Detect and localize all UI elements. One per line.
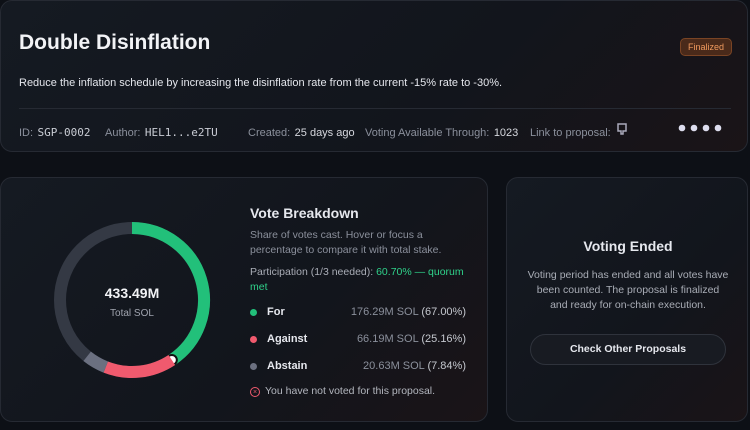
meta-label: Created: (248, 127, 291, 139)
option-row: Abstain 20.63M SOL (7.84%) (250, 360, 466, 374)
meta-value: SGP-0002 (37, 126, 91, 139)
option-name: For (267, 306, 285, 318)
ended-title: Voting Ended (583, 238, 673, 254)
participation-value: met (250, 281, 268, 293)
participation: Participation (1/3 needed): 60.70% — quo… (250, 265, 464, 295)
legend-dot (250, 336, 257, 343)
not-voted-text: You have not voted for this proposal. (265, 385, 436, 397)
description: Reduce the inflation schedule by increas… (19, 77, 503, 89)
option-stats: 66.19M SOL (25.16%) (357, 333, 466, 345)
proposal-card: Double Disinflation Finalized Reduce the… (0, 0, 748, 152)
title: Double Disinflation (19, 31, 211, 54)
donut-segment (83, 351, 109, 373)
donut-segment (103, 354, 176, 378)
meta-label: Author: (105, 127, 141, 139)
line: Voting period has ended and all votes ha… (527, 269, 729, 281)
participation-label: Participation (1/3 needed): (250, 266, 374, 278)
option-share: (67.00%) (421, 306, 466, 318)
breakdown-description: Share of votes cast. Hover or focus a per… (250, 228, 441, 258)
divider (19, 108, 731, 109)
more-menu[interactable] (677, 123, 725, 133)
github-icon[interactable] (615, 122, 629, 136)
option-name: Against (267, 333, 308, 345)
line: and ready for on-chain execution. (550, 299, 706, 311)
check-proposals-button[interactable]: Check Other Proposals (530, 334, 726, 365)
legend-dot (250, 309, 257, 316)
legend-dot (250, 363, 257, 370)
meta-value: 25 days ago (294, 127, 355, 139)
ended-card: Voting Ended Voting period has ended and… (506, 177, 748, 422)
option-row: For 176.29M SOL (67.00%) (250, 306, 466, 320)
line: Share of votes cast. Hover or focus a (250, 229, 423, 241)
line: percentage to compare it with total stak… (250, 244, 442, 256)
meta-item: Link to proposal: (530, 123, 611, 141)
option-share: (7.84%) (427, 360, 466, 372)
not-voted: × You have not voted for this proposal. (250, 385, 435, 397)
meta-label: ID: (19, 127, 34, 139)
meta-label: Link to proposal: (530, 127, 611, 139)
meta-item: Voting Available Through: 1023 (365, 123, 518, 141)
option-share: (25.16%) (421, 333, 466, 345)
option-name: Abstain (267, 360, 308, 372)
option-amount: 176.29M SOL (350, 306, 419, 318)
line: been counted. The proposal is finalized (536, 284, 720, 296)
option-row: Against 66.19M SOL (25.16%) (250, 333, 466, 347)
breakdown-card: 433.49M Total SOL Vote Breakdown Share of… (0, 177, 488, 422)
option-amount: 20.63M SOL (363, 360, 425, 372)
meta-value: 1023 (493, 127, 519, 139)
meta-value: HEL1...e2TU (144, 126, 218, 139)
meta-label: Voting Available Through: (365, 127, 490, 139)
meta-item: Created: 25 days ago (248, 123, 355, 141)
option-stats: 20.63M SOL (7.84%) (363, 360, 466, 372)
option-stats: 176.29M SOL (67.00%) (351, 306, 466, 318)
total: 433.49M (105, 285, 159, 301)
status-badge: Finalized (680, 38, 733, 56)
breakdown-title: Vote Breakdown (250, 205, 359, 221)
donut: 433.49M Total SOL (54, 222, 210, 378)
meta-item: ID: SGP-0002 (19, 123, 91, 141)
total-label: Total SOL (110, 308, 154, 319)
option-amount: 66.19M SOL (356, 333, 419, 345)
participation-value: 60.70% — quorum (376, 266, 464, 278)
meta-item: Author: HEL1...e2TU (105, 123, 218, 141)
ended-text: Voting period has ended and all votes ha… (507, 268, 749, 313)
donut-segment (131, 222, 210, 365)
